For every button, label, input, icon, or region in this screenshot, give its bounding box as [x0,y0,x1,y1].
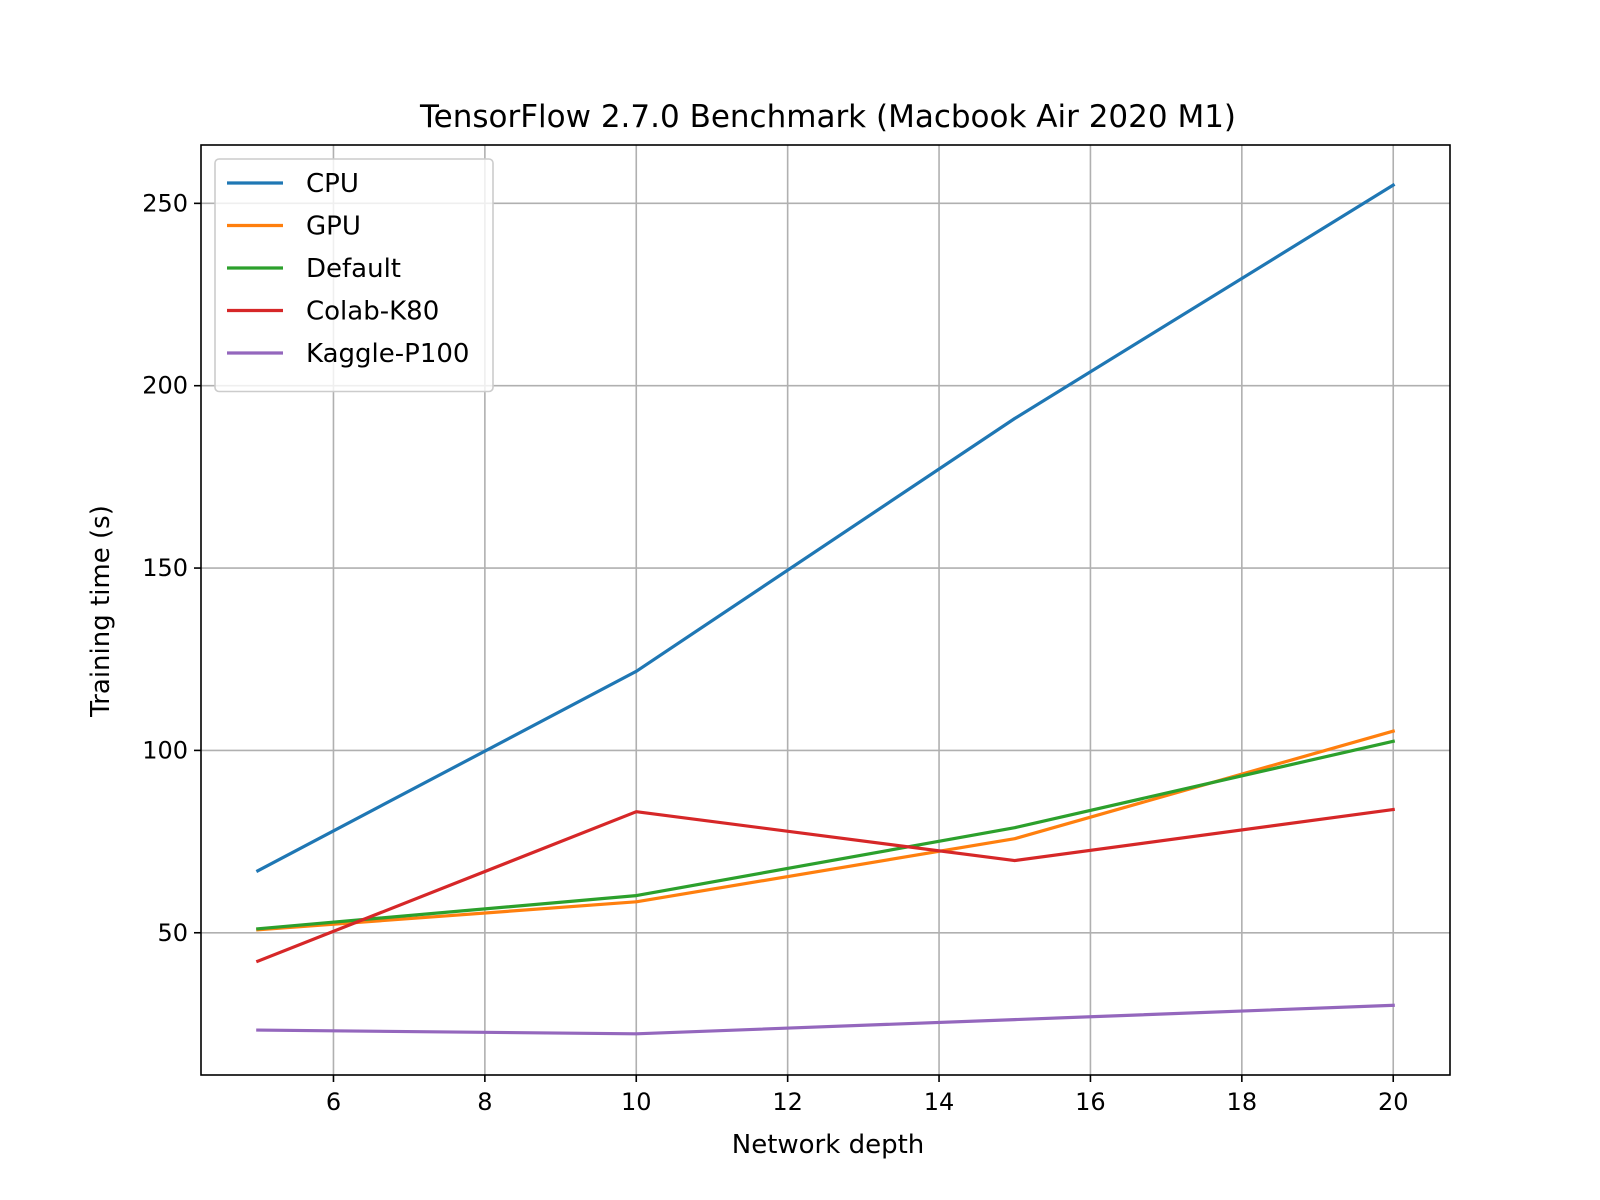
x-tick-label: 20 [1378,1088,1409,1116]
series-line-kaggle-p100 [256,1003,1395,1036]
x-tick-label: 12 [772,1088,803,1116]
legend: CPU GPU Default Colab-K80 Kaggle-P100 [214,158,494,393]
y-tick-label: 50 [157,919,188,947]
chart-title: TensorFlow 2.7.0 Benchmark (Macbook Air … [419,99,1236,135]
series-line-default [256,739,1396,931]
plot-frame [200,144,1451,1076]
x-axis-label: Network depth [732,1130,925,1160]
x-tick-label: 10 [621,1088,652,1116]
legend-label-colab-k80: Colab-K80 [306,297,439,327]
grid [201,145,1450,1075]
y-tick-label: 100 [142,736,188,764]
x-tick-label: 14 [924,1088,955,1116]
y-tick-label: 150 [142,554,188,582]
legend-label-gpu: GPU [306,212,361,242]
legend-label-kaggle-p100: Kaggle-P100 [306,339,469,369]
x-tick-label: 6 [326,1088,341,1116]
x-tick-label: 8 [477,1088,492,1116]
axis-ticks: 6 8 10 12 14 16 18 20 50 100 150 200 250 [142,189,1408,1116]
series-line-cpu [255,182,1396,873]
y-tick-label: 200 [142,372,188,400]
y-tick-label: 250 [142,189,188,217]
series-lines [255,182,1396,1036]
legend-box [214,158,494,393]
x-tick-label: 16 [1075,1088,1106,1116]
series-line-colab-k80 [255,807,1395,964]
legend-label-default: Default [306,254,401,284]
x-tick-label: 18 [1227,1088,1258,1116]
y-axis-label: Training time (s) [86,505,116,718]
legend-label-cpu: CPU [306,169,359,199]
